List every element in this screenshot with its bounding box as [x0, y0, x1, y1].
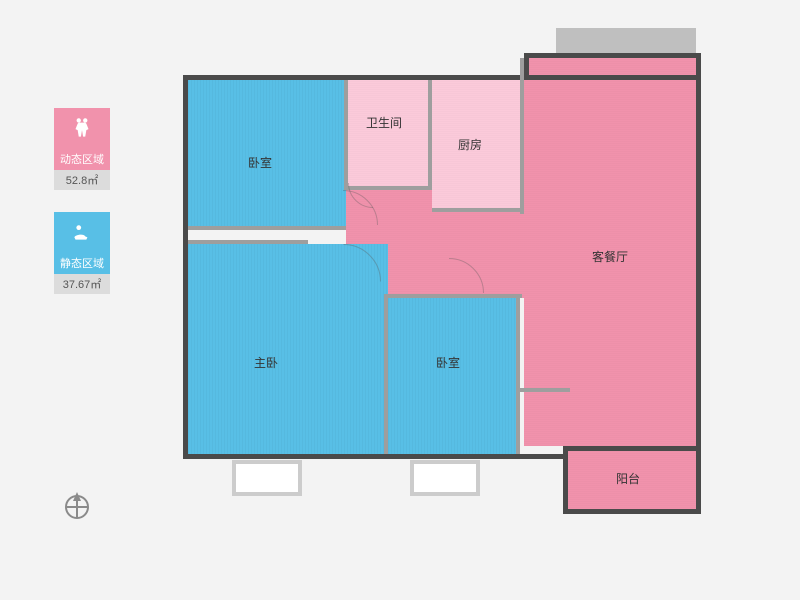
wall-10 — [516, 294, 520, 454]
static-zone-icon — [54, 212, 110, 252]
wall-11 — [520, 388, 570, 392]
label-master: 主卧 — [254, 354, 278, 371]
wall-9 — [384, 294, 388, 454]
static-zone-label: 静态区域 — [54, 252, 110, 274]
wall-6 — [188, 226, 346, 230]
projection-2 — [410, 460, 480, 496]
dynamic-zone-value: 52.8㎡ — [54, 170, 110, 190]
label-bedroom-1: 卧室 — [248, 154, 272, 171]
label-kitchen: 厨房 — [458, 136, 482, 153]
wall-7 — [188, 240, 308, 244]
label-bathroom: 卫生间 — [366, 114, 402, 131]
legend-dynamic: 动态区域 52.8㎡ — [52, 108, 112, 190]
dynamic-zone-label: 动态区域 — [54, 148, 110, 170]
wall-8 — [384, 294, 522, 298]
legend-static: 静态区域 37.67㎡ — [52, 212, 112, 294]
wall-1 — [344, 80, 348, 190]
wall-5 — [432, 208, 522, 212]
dynamic-zone-icon — [54, 108, 110, 148]
outer-wall — [183, 75, 701, 459]
static-zone-value: 37.67㎡ — [54, 274, 110, 294]
outer-wall-top-right — [524, 53, 701, 80]
compass-icon — [60, 488, 94, 527]
label-bedroom-2: 卧室 — [436, 354, 460, 371]
wall-2 — [428, 80, 432, 190]
outer-wall-right — [691, 53, 701, 451]
label-living: 客餐厅 — [592, 248, 628, 265]
projection-1 — [232, 460, 302, 496]
legend-panel: 动态区域 52.8㎡ 静态区域 37.67㎡ — [52, 108, 112, 316]
floorplan: 卧室 卫生间 厨房 客餐厅 主卧 卧室 阳台 — [188, 58, 728, 528]
wall-3 — [520, 58, 524, 214]
label-balcony: 阳台 — [616, 470, 640, 487]
outer-wall-bottom-left — [183, 449, 568, 459]
